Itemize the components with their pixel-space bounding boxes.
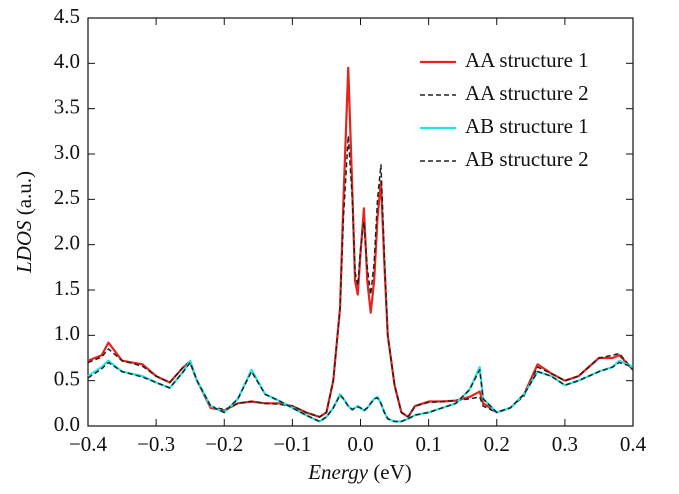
x-tick-label: −0.1 [273, 432, 311, 456]
plot-frame [87, 17, 634, 427]
x-tick-label: −0.3 [137, 432, 175, 456]
x-tick-label: 0.2 [484, 432, 510, 456]
x-tick-label: −0.4 [69, 432, 108, 456]
y-axis-label: LDOS (a.u.) [12, 171, 36, 274]
x-axis-label: Energy (eV) [307, 460, 412, 484]
x-tick-label: 0.1 [416, 432, 442, 456]
y-tick-label: 0.5 [54, 366, 80, 390]
y-tick-label: 2.5 [54, 185, 80, 209]
y-tick-label: 1.5 [54, 276, 80, 300]
y-tick-label: 4.0 [54, 49, 80, 73]
x-label-var: Energy [307, 460, 369, 484]
y-tick-label: 3.5 [54, 94, 80, 118]
y-tick-label: 2.0 [54, 230, 80, 254]
y-tick-label: 3.0 [54, 140, 80, 164]
legend-label: AB structure 2 [465, 147, 589, 171]
series-line [87, 361, 634, 423]
x-tick-label: 0.3 [552, 432, 578, 456]
series-line [87, 135, 634, 418]
legend-label: AA structure 1 [465, 48, 589, 72]
x-tick-label: −0.2 [205, 432, 243, 456]
y-label-var: LDOS [12, 220, 36, 274]
x-tick-label: 0.4 [620, 432, 647, 456]
y-tick-label: 1.0 [54, 321, 80, 345]
y-tick-label: 4.5 [54, 4, 80, 28]
series-line [87, 359, 634, 423]
y-tick-label: 0.0 [54, 412, 80, 436]
x-tick-label: 0.0 [347, 432, 373, 456]
legend-label: AA structure 2 [465, 81, 589, 105]
x-label-unit: (eV) [373, 460, 411, 484]
y-label-unit: (a.u.) [12, 171, 36, 215]
legend-label: AB structure 1 [465, 114, 589, 138]
